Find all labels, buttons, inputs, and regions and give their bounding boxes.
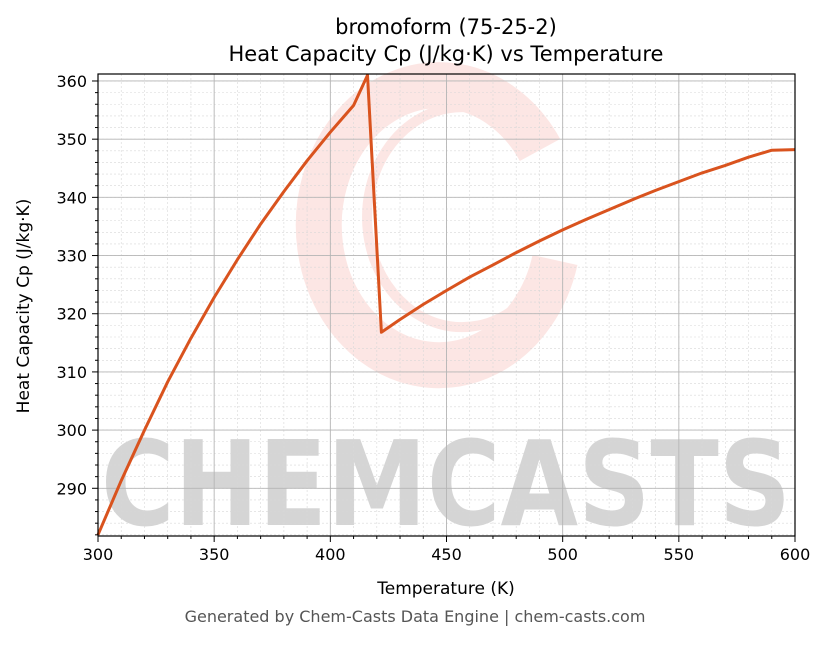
axis-ticks: 300 350 400 450 500 550 600 290 300 310 320 330 340 3… — [56, 72, 810, 564]
y-axis-label: Heat Capacity Cp (J/kg·K) — [14, 199, 34, 414]
x-tick-label: 500 — [547, 545, 578, 564]
watermark-logo: CHEMCASTS — [101, 62, 791, 553]
y-tick-label: 340 — [56, 188, 87, 207]
x-tick-label: 300 — [83, 545, 114, 564]
chart-subtitle: Heat Capacity Cp (J/kg·K) vs Temperature — [229, 42, 664, 66]
y-tick-label: 330 — [56, 247, 87, 266]
y-tick-label: 290 — [56, 479, 87, 498]
y-tick-label: 300 — [56, 421, 87, 440]
y-tick-label: 360 — [56, 72, 87, 91]
x-tick-label: 600 — [780, 545, 811, 564]
watermark-text: CHEMCASTS — [101, 415, 791, 553]
y-tick-label: 350 — [56, 130, 87, 149]
x-tick-label: 400 — [315, 545, 346, 564]
chart-title: bromoform (75-25-2) — [335, 15, 557, 39]
series-line — [96, 73, 796, 536]
x-tick-label: 450 — [431, 545, 462, 564]
y-tick-label: 320 — [56, 305, 87, 324]
y-tick-label: 310 — [56, 363, 87, 382]
footer-credit: Generated by Chem-Casts Data Engine | ch… — [184, 607, 646, 626]
x-axis-label: Temperature (K) — [376, 579, 515, 599]
series-layer — [96, 73, 796, 536]
x-tick-label: 550 — [664, 545, 695, 564]
x-tick-label: 350 — [199, 545, 230, 564]
